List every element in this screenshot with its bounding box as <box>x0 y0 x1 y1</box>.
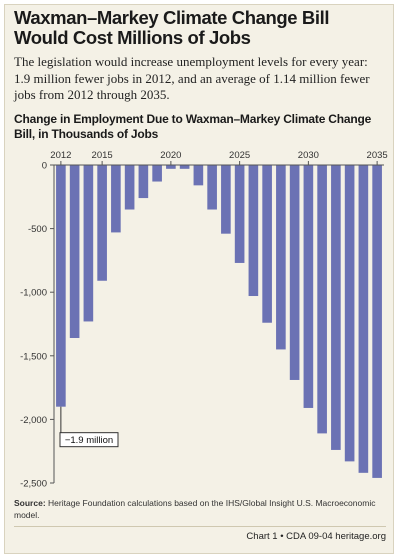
y-tick-label--1000: -1,000 <box>20 288 47 299</box>
bar-2035 <box>372 165 382 478</box>
x-tick-label-2035: 2035 <box>367 150 388 161</box>
footer-credit: Chart 1 • CDA 09-04 heritage.org <box>246 531 386 542</box>
bar-2013 <box>69 165 80 338</box>
y-tick-label--500: -500 <box>28 224 47 235</box>
bar-2027 <box>262 165 272 323</box>
bar-2030 <box>303 165 314 408</box>
x-tick-label-2020: 2020 <box>160 150 181 161</box>
page-subtitle: The legislation would increase unemploym… <box>14 54 370 102</box>
source-label: Source: <box>14 498 46 508</box>
page-title: Waxman–Markey Climate Change Bill Would … <box>14 7 330 48</box>
bar-2028 <box>276 165 286 350</box>
x-tick-label-2012: 2012 <box>50 150 71 161</box>
x-tick-label-2030: 2030 <box>298 150 319 161</box>
source-text: Heritage Foundation calculations based o… <box>14 498 376 520</box>
bar-2026 <box>248 165 259 297</box>
bar-2021 <box>179 165 190 169</box>
bar-2020 <box>166 165 176 169</box>
x-tick-label-2025: 2025 <box>229 150 250 161</box>
x-tick-label-2015: 2015 <box>92 150 113 161</box>
y-tick-label--2000: -2,000 <box>20 415 47 426</box>
bar-2033 <box>344 165 355 462</box>
footer-divider <box>14 526 386 527</box>
source-note: Source: Heritage Foundation calculations… <box>14 497 386 521</box>
y-tick-label--2500: -2,500 <box>20 479 47 490</box>
y-tick-label--1500: -1,500 <box>20 351 47 362</box>
bar-2017 <box>124 165 135 210</box>
bar-2016 <box>111 165 121 233</box>
bar-2024 <box>221 165 231 234</box>
y-tick-label-0: 0 <box>42 161 47 172</box>
chart-marks: 0 -500 -1,000 -1,500 -2,000 -2,500 2012 2015 202… <box>20 150 388 490</box>
annotation-label: −1.9 million <box>65 435 113 446</box>
bar-2015 <box>97 165 107 281</box>
chart-title: Change in Employment Due to Waxman–Marke… <box>14 112 372 141</box>
bar-2018 <box>138 165 149 199</box>
bar-2019 <box>152 165 162 182</box>
bar-2029 <box>289 165 300 380</box>
bar-2025 <box>234 165 245 263</box>
chart-panel <box>4 4 394 554</box>
bar-2034 <box>358 165 369 473</box>
bar-2032 <box>331 165 341 450</box>
bar-2031 <box>317 165 327 434</box>
bar-2012 <box>56 165 66 407</box>
bar-2023 <box>207 165 217 210</box>
bar-2022 <box>193 165 204 186</box>
bar-2014 <box>83 165 94 322</box>
annotation-box <box>59 432 119 448</box>
